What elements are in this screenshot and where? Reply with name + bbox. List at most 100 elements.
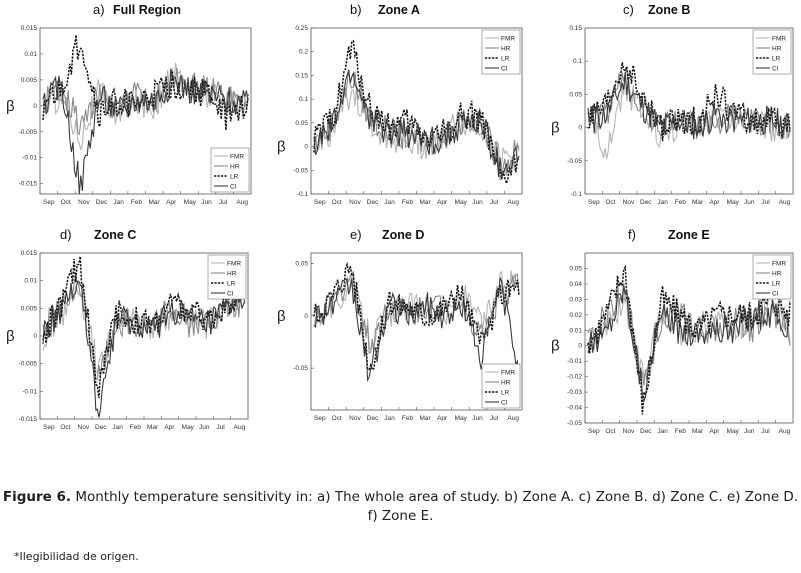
chart-panel-2: b) Zone A 0.25 0.2 0.15 0.1 0.05 0 -0.05 -0.1 β Sep…: [277, 2, 523, 206]
x-tick-label: Jan: [657, 428, 668, 435]
chart-panel-5: e) Zone D 0.05 0 -0.05 β Sep Oct Nov Dec Jan Feb Mar…: [277, 227, 523, 422]
y-tick-label: 0.015: [21, 25, 38, 32]
legend-label: FMR: [230, 153, 244, 160]
x-tick-label: Jan: [384, 415, 395, 422]
legend-label: CI: [772, 290, 779, 297]
x-tick-label: Jun: [201, 199, 212, 206]
x-tick-label: Jan: [113, 199, 124, 206]
y-tick-label: 0: [578, 343, 582, 350]
legend-label: HR: [501, 379, 511, 386]
x-tick-label: May: [727, 428, 740, 435]
x-tick-label: Apr: [166, 199, 177, 206]
y-axis-label: β: [6, 328, 15, 345]
x-tick-label: Dec: [367, 199, 379, 206]
y-tick-label: 0.05: [295, 260, 308, 267]
x-tick-label: Mar: [420, 415, 432, 422]
caption-text: Monthly temperature sensitivity in: a) T…: [71, 489, 799, 524]
y-tick-label: 0.01: [24, 51, 37, 58]
legend-box: [207, 254, 247, 300]
x-tick-label: Oct: [332, 415, 342, 422]
x-tick-label: Jan: [657, 199, 668, 206]
legend-label: CI: [501, 65, 508, 72]
series-line-ci: [313, 277, 520, 383]
series-line-lr: [313, 261, 520, 372]
x-tick-label: Sep: [588, 428, 600, 435]
series-line-lr: [587, 62, 791, 142]
y-tick-label: 0.25: [295, 25, 308, 32]
legend-label: LR: [227, 280, 236, 287]
x-tick-label: Jun: [472, 199, 483, 206]
x-tick-label: Feb: [402, 415, 414, 422]
x-tick-label: Nov: [349, 415, 361, 422]
legend-label: LR: [772, 55, 781, 62]
x-tick-label: Aug: [779, 428, 791, 435]
legend-label: FMR: [501, 35, 515, 42]
y-tick-label: 0.05: [569, 265, 582, 272]
x-tick-label: Apr: [709, 428, 720, 435]
figure-panels: a) Full Region 0.015 0.01 0.005 0 -0.005 -0.01 -…: [6, 2, 794, 435]
x-tick-label: Nov: [349, 199, 361, 206]
x-tick-label: Jul: [219, 199, 228, 206]
y-tick-label: -0.1: [297, 191, 309, 198]
x-tick-label: May: [184, 199, 197, 206]
legend-box: [481, 29, 521, 75]
y-tick-label: -0.05: [293, 365, 308, 372]
y-tick-label: 0: [578, 125, 582, 132]
y-tick-label: -0.1: [571, 191, 583, 198]
y-tick-label: 0: [33, 333, 37, 340]
x-tick-label: Apr: [709, 199, 720, 206]
chart-panel-6: f) Zone E 0.05 0.04 0.03 0.02 0.01 0 -0.01 -0.02 -…: [551, 227, 794, 435]
series-line-ci: [313, 70, 520, 178]
x-tick-label: Sep: [43, 199, 55, 206]
chart-panel-1: a) Full Region 0.015 0.01 0.005 0 -0.005 -0.01 -…: [6, 2, 252, 206]
x-tick-label: May: [182, 424, 195, 431]
panel-label: c): [623, 2, 634, 17]
panel-title: Zone A: [378, 3, 420, 17]
chart-panel-4: d) Zone C 0.015 0.01 0.005 0 -0.005 -0.01 -0.015…: [6, 227, 249, 431]
legend-box: [752, 29, 792, 75]
y-tick-label: 0.03: [569, 296, 582, 303]
series-line-lr: [42, 256, 246, 399]
x-tick-label: Apr: [164, 424, 175, 431]
legend-label: CI: [501, 399, 508, 406]
x-tick-label: Sep: [588, 199, 600, 206]
y-axis-label: β: [551, 338, 560, 355]
x-tick-label: Oct: [605, 199, 615, 206]
legend-label: LR: [501, 389, 510, 396]
panel-label: e): [350, 227, 362, 242]
y-tick-label: -0.01: [22, 388, 37, 395]
x-tick-label: Feb: [675, 428, 687, 435]
x-tick-label: Dec: [95, 424, 107, 431]
y-tick-label: 0.1: [573, 58, 582, 65]
source-note: *Ilegibilidad de origen.: [14, 550, 139, 563]
y-tick-label: -0.015: [19, 181, 38, 188]
y-tick-label: -0.05: [293, 167, 308, 174]
legend-label: CI: [230, 183, 237, 190]
series-line-hr: [42, 67, 249, 136]
y-axis-label: β: [277, 139, 286, 156]
x-tick-label: Jan: [112, 424, 123, 431]
x-tick-label: Aug: [779, 199, 791, 206]
series-line-lr: [587, 264, 791, 415]
y-tick-label: -0.01: [22, 155, 37, 162]
legend-box: [210, 147, 250, 193]
x-tick-label: Jul: [761, 428, 770, 435]
x-tick-label: Oct: [61, 199, 71, 206]
y-tick-label: 0: [304, 313, 308, 320]
x-tick-label: Nov: [623, 428, 635, 435]
x-tick-label: Feb: [130, 424, 142, 431]
y-tick-label: 0: [304, 144, 308, 151]
x-tick-label: Jul: [216, 424, 225, 431]
x-tick-label: Feb: [131, 199, 143, 206]
x-tick-label: Aug: [507, 199, 519, 206]
x-tick-label: Jun: [744, 428, 755, 435]
y-tick-label: 0.1: [299, 96, 308, 103]
y-tick-label: -0.015: [19, 416, 38, 423]
legend-label: CI: [227, 290, 234, 297]
x-tick-label: Aug: [234, 424, 246, 431]
x-tick-label: Dec: [96, 199, 108, 206]
x-tick-label: Mar: [692, 428, 704, 435]
caption-label: Figure 6.: [2, 489, 72, 505]
x-tick-label: Mar: [147, 424, 159, 431]
x-tick-label: Nov: [78, 199, 90, 206]
